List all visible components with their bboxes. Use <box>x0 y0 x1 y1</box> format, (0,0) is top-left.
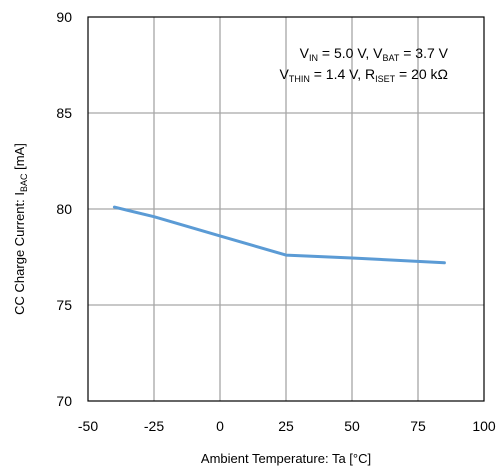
plot-frame <box>87 16 485 402</box>
x-tick-label: 25 <box>278 418 294 434</box>
x-axis-title: Ambient Temperature: Ta [°C] <box>201 451 371 466</box>
annotation-line-2: VTHIN = 1.4 V, RISET = 20 kΩ <box>280 66 449 84</box>
y-tick-label: 75 <box>56 297 72 313</box>
y-tick-label: 90 <box>56 9 72 25</box>
y-tick-label: 70 <box>56 393 72 409</box>
x-tick-label: -25 <box>144 418 164 434</box>
grid <box>88 17 484 401</box>
y-tick-label: 80 <box>56 201 72 217</box>
y-tick-labels: 70 75 80 85 90 <box>56 9 72 409</box>
x-tick-label: 0 <box>216 418 224 434</box>
y-tick-label: 85 <box>56 105 72 121</box>
x-tick-labels: -50 -25 0 25 50 75 100 <box>78 418 496 434</box>
x-tick-label: 100 <box>472 418 496 434</box>
annotation-line-1: VIN = 5.0 V, VBAT = 3.7 V <box>300 45 449 63</box>
x-tick-label: -50 <box>78 418 98 434</box>
series-line <box>112 205 446 265</box>
y-axis-title: CC Charge Current: IBAC [mA] <box>12 143 29 315</box>
x-tick-label: 50 <box>344 418 360 434</box>
x-tick-label: 75 <box>410 418 426 434</box>
